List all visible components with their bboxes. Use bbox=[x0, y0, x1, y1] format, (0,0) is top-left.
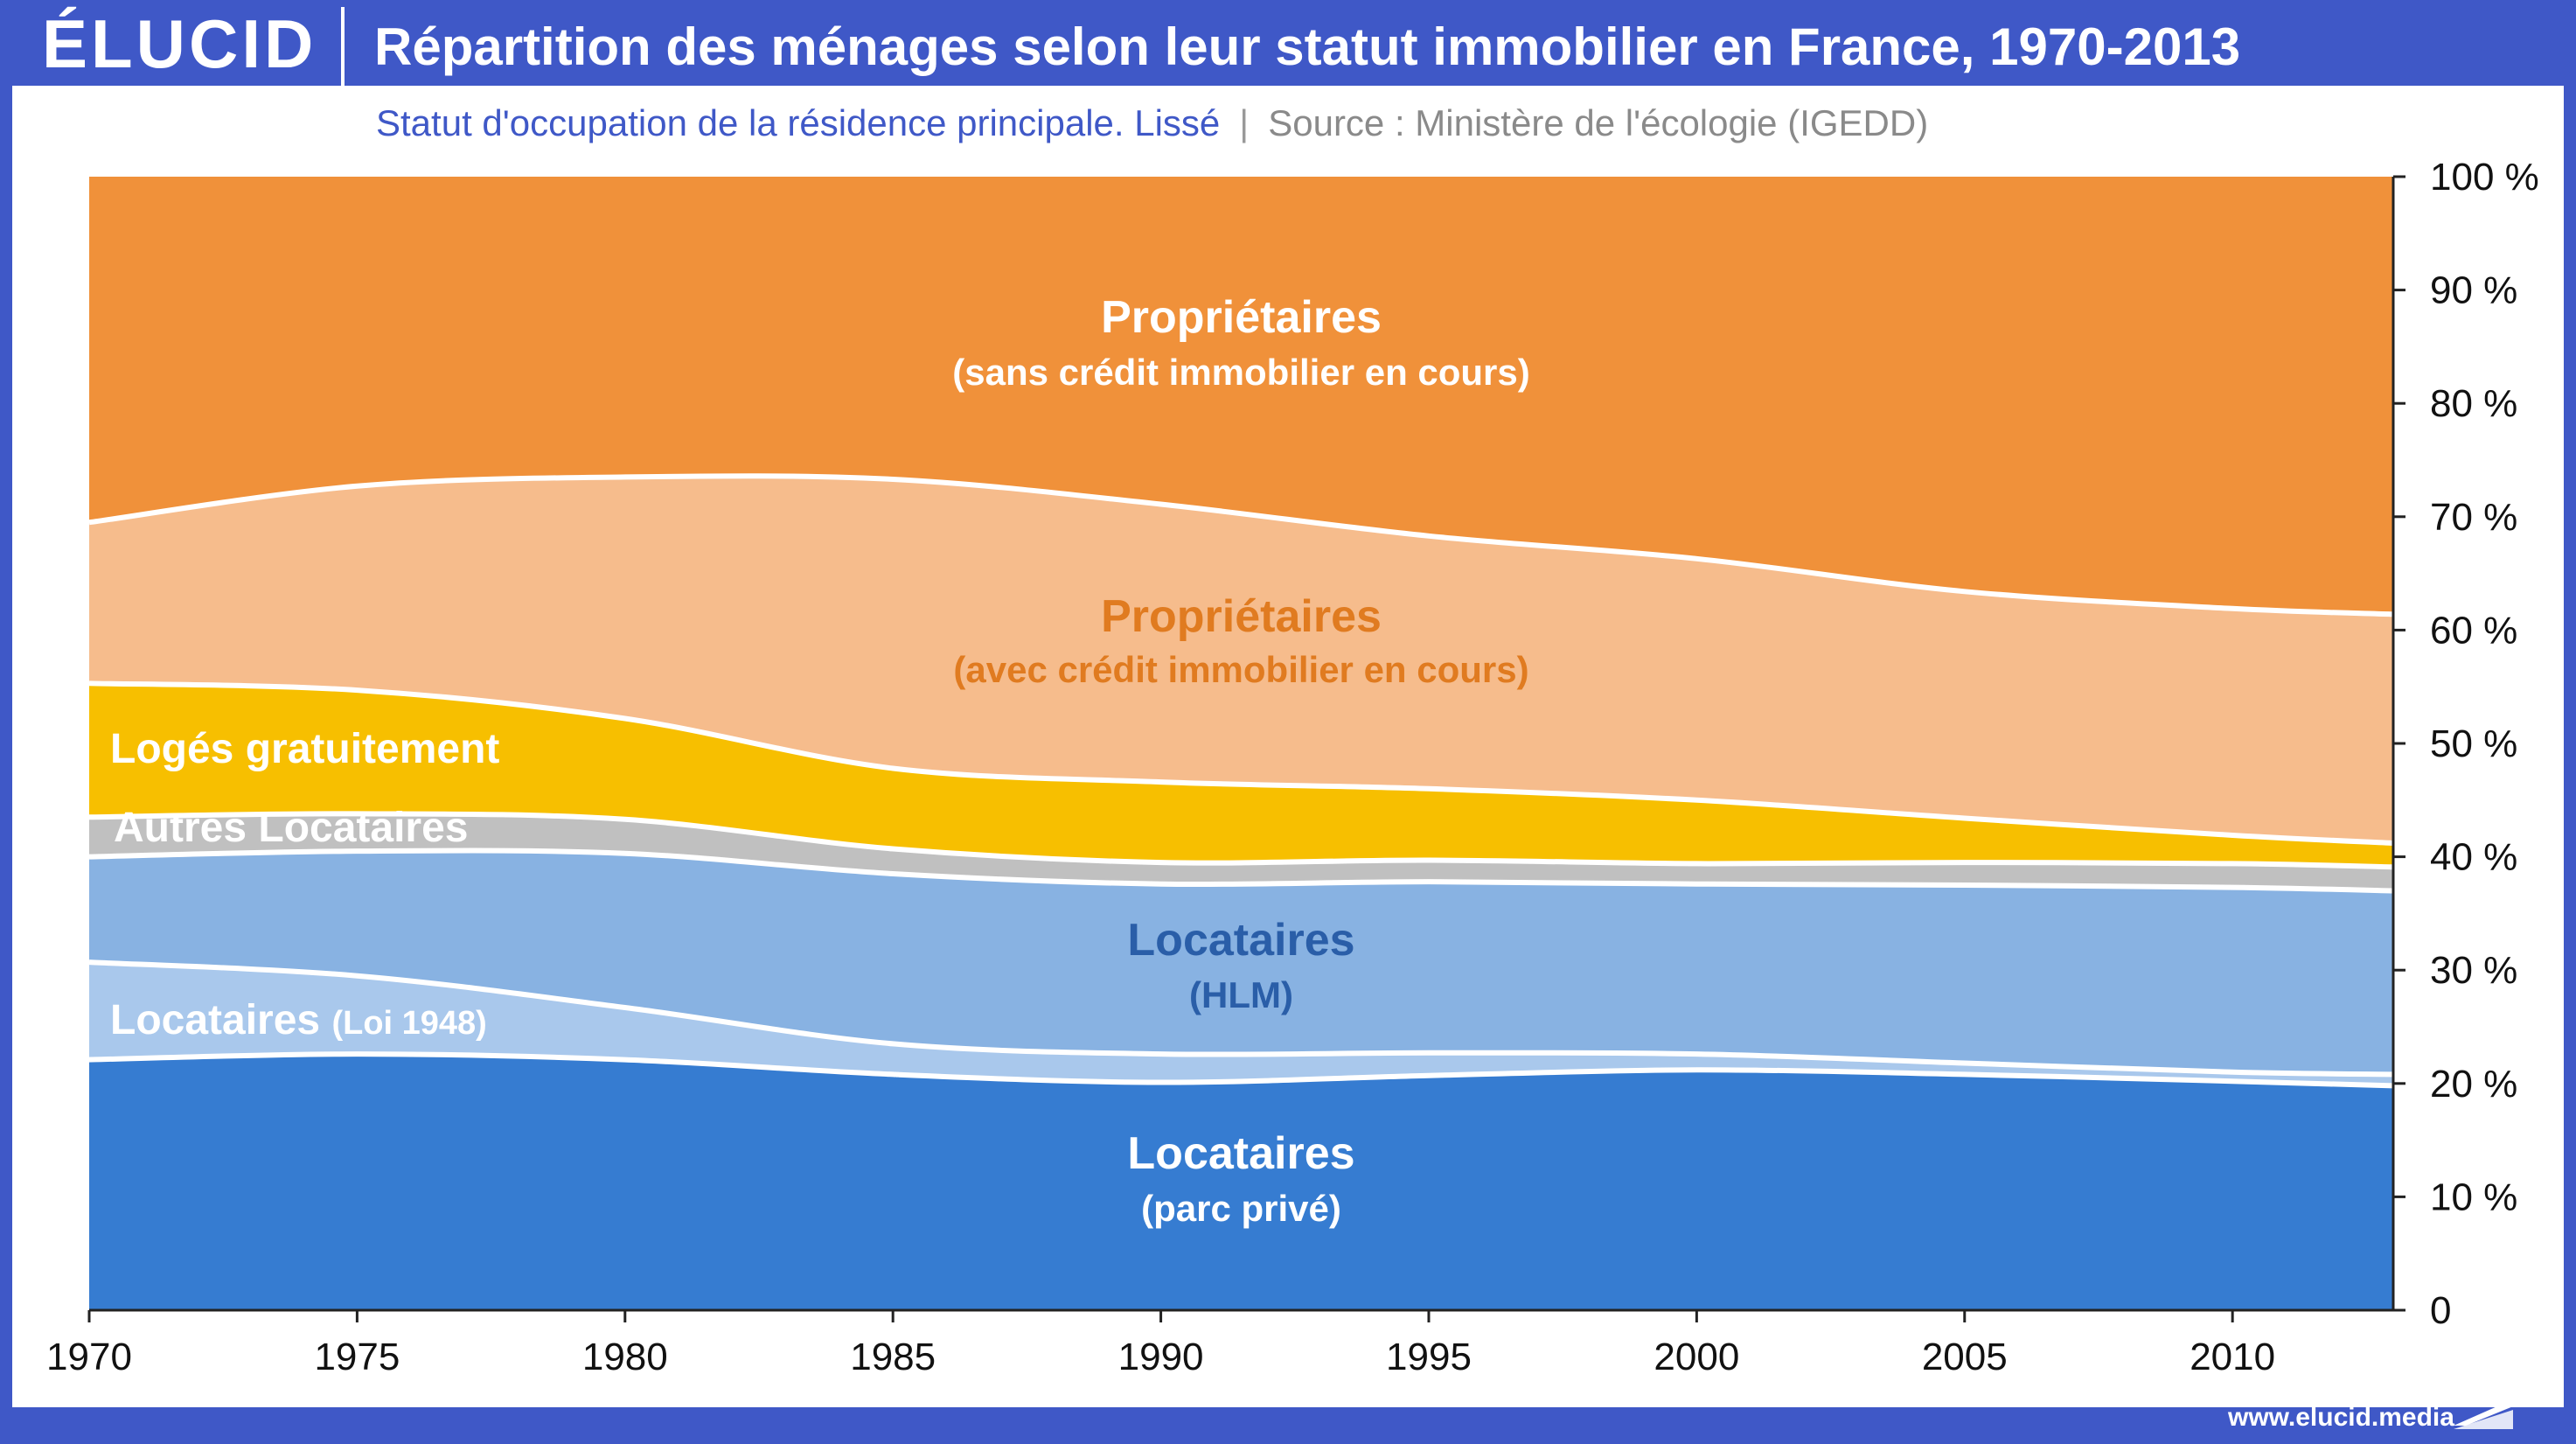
y-tick-label: 20 % bbox=[2430, 1063, 2517, 1106]
series-label-locataires-loi-1948: Locataires (Loi 1948) bbox=[110, 997, 487, 1043]
y-tick-label: 60 % bbox=[2430, 609, 2517, 652]
series-label-loges-gratuitement: Logés gratuitement bbox=[110, 726, 499, 772]
x-tick-label: 1990 bbox=[1118, 1336, 1204, 1378]
x-tick-label: 1985 bbox=[850, 1336, 936, 1378]
series-boundary-line bbox=[88, 473, 2394, 617]
series-boundary-line bbox=[88, 848, 2394, 894]
series-label-proprietaires-sans-credit: Propriétaires bbox=[1101, 292, 1382, 343]
series-boundary-line bbox=[88, 680, 2394, 846]
y-tick-label: 40 % bbox=[2430, 836, 2517, 879]
series-label-locataires-hlm-sub: (HLM) bbox=[1189, 974, 1293, 1015]
x-tick-label: 2000 bbox=[1654, 1336, 1739, 1378]
x-tick-label: 2005 bbox=[1922, 1336, 2008, 1378]
y-tick-label: 0 bbox=[2430, 1289, 2451, 1332]
elucid-mark-icon bbox=[2454, 1399, 2513, 1429]
y-tick-label: 10 % bbox=[2430, 1175, 2517, 1218]
subtitle-separator: | bbox=[1239, 102, 1250, 143]
y-tick-label: 100 % bbox=[2430, 156, 2539, 199]
series-label-proprietaires-avec-credit: Propriétaires bbox=[1101, 591, 1382, 642]
x-tick-label: 1980 bbox=[582, 1336, 668, 1378]
series-label-locataires-parc-prive-sub: (parc privé) bbox=[1141, 1188, 1341, 1229]
x-tick-label: 2010 bbox=[2190, 1336, 2275, 1378]
elucid-logo: ÉLUCID bbox=[42, 5, 317, 82]
x-tick-label: 1975 bbox=[314, 1336, 400, 1378]
area-series-6 bbox=[89, 177, 2393, 615]
y-tick-label: 50 % bbox=[2430, 722, 2517, 765]
series-label-proprietaires-sans-credit-sub: (sans crédit immobilier en cours) bbox=[952, 352, 1530, 393]
area-series-1 bbox=[89, 962, 2393, 1086]
website-link[interactable]: www.elucid.media bbox=[2228, 1403, 2454, 1432]
y-tick-label: 80 % bbox=[2430, 382, 2517, 425]
x-tick-label: 1970 bbox=[46, 1336, 132, 1378]
y-tick-label: 90 % bbox=[2430, 269, 2517, 312]
area-series-0 bbox=[89, 1054, 2393, 1310]
y-tick-label: 30 % bbox=[2430, 949, 2517, 992]
series-label-locataires-parc-prive: Locataires bbox=[1127, 1128, 1354, 1179]
chart-title: Répartition des ménages selon leur statu… bbox=[374, 17, 2241, 76]
series-boundary-line bbox=[88, 959, 2394, 1078]
series-boundary-line bbox=[88, 811, 2394, 870]
y-tick-label: 70 % bbox=[2430, 496, 2517, 539]
area-series-5 bbox=[89, 476, 2393, 844]
area-series-2 bbox=[89, 850, 2393, 1075]
series-label-locataires-hlm: Locataires bbox=[1127, 915, 1354, 966]
x-tick-label: 1995 bbox=[1386, 1336, 1472, 1378]
source-text: Source : Ministère de l'écologie (IGEDD) bbox=[1268, 102, 1929, 143]
subtitle-text: Statut d'occupation de la résidence prin… bbox=[376, 102, 1221, 143]
series-label-autres-locataires: Autres Locataires bbox=[114, 805, 469, 851]
footer-bar bbox=[0, 1407, 2576, 1444]
series-label-proprietaires-avec-credit-sub: (avec crédit immobilier en cours) bbox=[953, 649, 1528, 690]
subtitle: Statut d'occupation de la résidence prin… bbox=[376, 94, 1928, 152]
header-bar: ÉLUCID Répartition des ménages selon leu… bbox=[0, 0, 2576, 86]
logo-divider bbox=[341, 7, 345, 86]
series-boundary-line bbox=[88, 1051, 2394, 1089]
area-series-3 bbox=[89, 813, 2393, 891]
